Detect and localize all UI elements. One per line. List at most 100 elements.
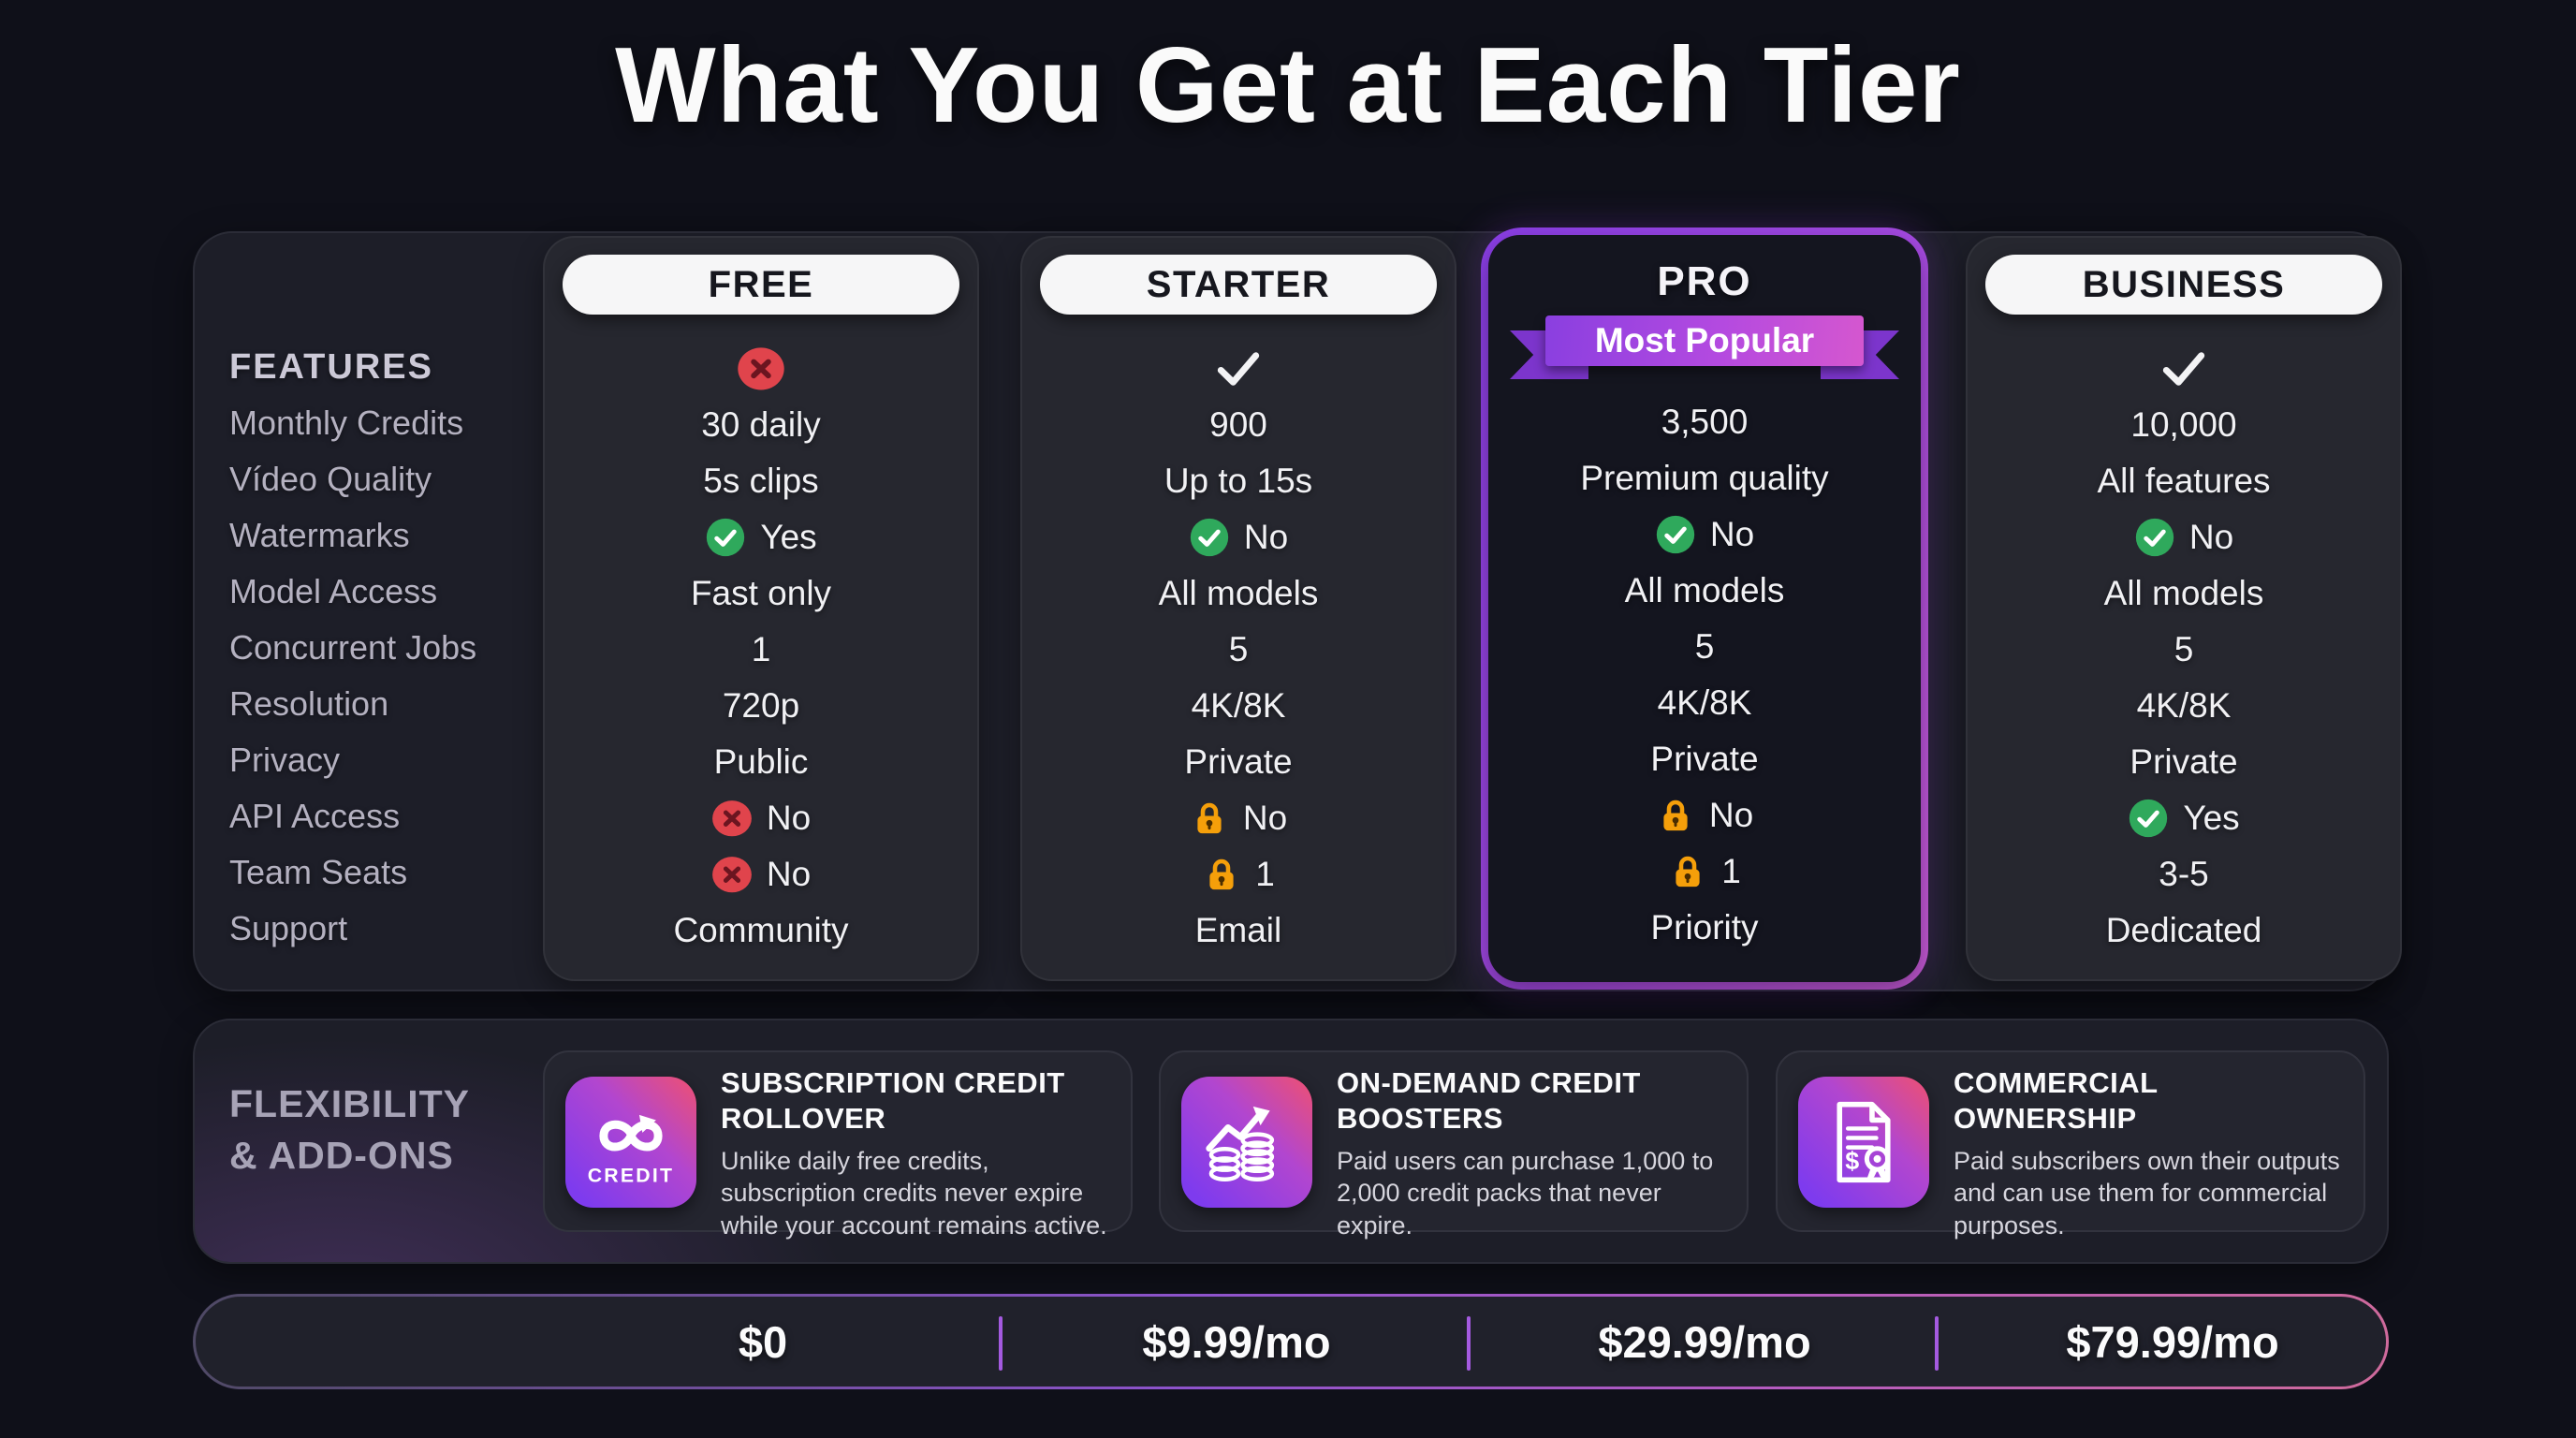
addon-title: SUBSCRIPTION CREDIT ROLLOVER [721, 1066, 1065, 1135]
tier-value-text: No [1243, 518, 1289, 556]
most-popular-ribbon: Most Popular [1510, 315, 1899, 379]
tier-value-text: 5 [1228, 630, 1249, 668]
page-title: What You Get at Each Tier [615, 26, 1961, 145]
price-divider [999, 1316, 1003, 1371]
feature-label: Watermarks [229, 516, 410, 554]
tier-comparison-panel: FEATURES Monthly Credits Vídeo Quality Wate… [193, 227, 2402, 991]
check-icon [1217, 352, 1260, 386]
tier-value-row: 3-5 [1968, 846, 2400, 902]
tier-value-row: No [1022, 790, 1455, 846]
tier-value-row: No [1488, 787, 1921, 844]
tier-value-row: 30 daily [545, 397, 977, 453]
tier-value-row: 3,500 [1488, 394, 1921, 450]
tier-value-text: Priority [1650, 908, 1759, 946]
tier-value-text: No [766, 799, 812, 837]
tier-value-row: No [1968, 509, 2400, 565]
addon-body: Paid users can purchase 1,000 to 2,000 c… [1337, 1146, 1714, 1240]
feature-label: Support [229, 909, 348, 947]
addons-header-line2: & ADD-ONS [229, 1133, 454, 1177]
tier-value-text: 30 daily [701, 405, 821, 444]
tier-value-text: All models [2103, 574, 2264, 612]
tier-value-row: 5 [1968, 622, 2400, 678]
tier-value-text: Community [673, 911, 849, 949]
tier-value-text: 3-5 [2159, 855, 2209, 893]
tier-value-row: No [1022, 509, 1455, 565]
feature-label: API Access [229, 797, 401, 835]
tier-availability-row [1968, 341, 2400, 397]
tier-value-text: 4K/8K [1657, 683, 1752, 722]
tier-value-row: Fast only [545, 565, 977, 622]
tier-value-row: 5 [1488, 619, 1921, 675]
tier-value-row: Private [1022, 734, 1455, 790]
credit-boosters-icon [1181, 1077, 1312, 1208]
tier-value-row: 1 [1022, 846, 1455, 902]
addon-body: Unlike daily free credits, subscription … [721, 1146, 1107, 1240]
feature-label: Privacy [229, 741, 341, 779]
tier-value-row: Dedicated [1968, 902, 2400, 959]
tier-value-text: 1 [751, 630, 771, 668]
tier-availability-row [1022, 341, 1455, 397]
tier-value-text: Dedicated [2105, 911, 2262, 949]
addon-card-on-demand-credit-boosters: ON-DEMAND CREDIT BOOSTERS Paid users can… [1159, 1050, 1749, 1240]
feature-label: Team Seats [229, 853, 408, 891]
tier-value-text: 5 [1694, 627, 1715, 666]
tier-value-row: 5 [1022, 622, 1455, 678]
x-circle-icon [711, 856, 752, 893]
tier-value-row: 5s clips [545, 453, 977, 509]
check-circle-icon [1190, 518, 1229, 557]
tier-value-row: Priority [1488, 900, 1921, 956]
price-free: $0 [738, 1316, 788, 1367]
tier-value-row: 1 [1488, 844, 1921, 900]
tier-value-text: No [1709, 515, 1755, 553]
tier-value-text: 5 [2174, 630, 2194, 668]
addons-header: FLEXIBILITY & ADD-ONS [229, 1078, 538, 1181]
lock-icon [1209, 858, 1234, 890]
tier-value-text: 720p [722, 686, 800, 725]
tier-value-text: 5s clips [703, 462, 819, 500]
most-popular-badge: Most Popular [1545, 315, 1864, 366]
addons-header-line1: FLEXIBILITY [229, 1082, 470, 1125]
tier-availability-row [545, 341, 977, 397]
tier-value-row: All features [1968, 453, 2400, 509]
tier-value-text: Private [2130, 742, 2238, 781]
addon-card-subscription-credit-rollover: CREDIT SUBSCRIPTION CREDIT ROLLOVER Unli… [543, 1050, 1133, 1240]
tier-value-text: 1 [1255, 855, 1275, 893]
tier-value-text: All features [2097, 462, 2271, 500]
tier-value-row: 720p [545, 678, 977, 734]
tier-value-text: No [1242, 799, 1288, 837]
tier-name-free: FREE [563, 255, 959, 315]
features-column: FEATURES Monthly Credits Vídeo Quality Wate… [229, 339, 538, 957]
check-circle-icon [2135, 518, 2174, 557]
tier-value-text: All models [1624, 571, 1785, 609]
tier-card-business: BUSINESS 10,000 All features No All models… [1966, 236, 2402, 981]
addon-body: Paid subscribers own their outputs and c… [1954, 1146, 2340, 1240]
commercial-ownership-icon: $ [1798, 1077, 1929, 1208]
tier-value-row: Up to 15s [1022, 453, 1455, 509]
tier-value-text: 10,000 [2130, 405, 2237, 444]
tier-value-text: No [766, 855, 812, 893]
addons-panel: FLEXIBILITY & ADD-ONS CREDIT SUBSCRIPTIO… [193, 1019, 2389, 1264]
tier-value-text: Yes [2183, 799, 2240, 837]
tier-value-row: Email [1022, 902, 1455, 959]
addon-title: COMMERCIAL OWNERSHIP [1954, 1066, 2158, 1135]
price-business: $79.99/mo [2066, 1316, 2279, 1367]
tier-value-row: No [545, 846, 977, 902]
tier-value-row: No [1488, 506, 1921, 563]
tier-value-text: 4K/8K [1191, 686, 1286, 725]
price-bar: $0 $9.99/mo $29.99/mo $79.99/mo [193, 1294, 2389, 1389]
feature-label: Model Access [229, 572, 438, 610]
feature-label: Monthly Credits [229, 404, 464, 442]
tier-value-row: Yes [1968, 790, 2400, 846]
feature-label: Vídeo Quality [229, 460, 432, 498]
tier-value-row: 4K/8K [1022, 678, 1455, 734]
tier-value-text: Email [1194, 911, 1282, 949]
tier-value-row: Private [1488, 731, 1921, 787]
price-starter: $9.99/mo [1142, 1316, 1331, 1367]
features-header: FEATURES [229, 346, 433, 387]
tier-value-text: Yes [760, 518, 817, 556]
check-circle-icon [1656, 515, 1695, 554]
tier-value-row: All models [1022, 565, 1455, 622]
tier-value-text: 3,500 [1661, 403, 1749, 441]
tier-value-text: 900 [1209, 405, 1267, 444]
tier-value-text: Fast only [690, 574, 832, 612]
